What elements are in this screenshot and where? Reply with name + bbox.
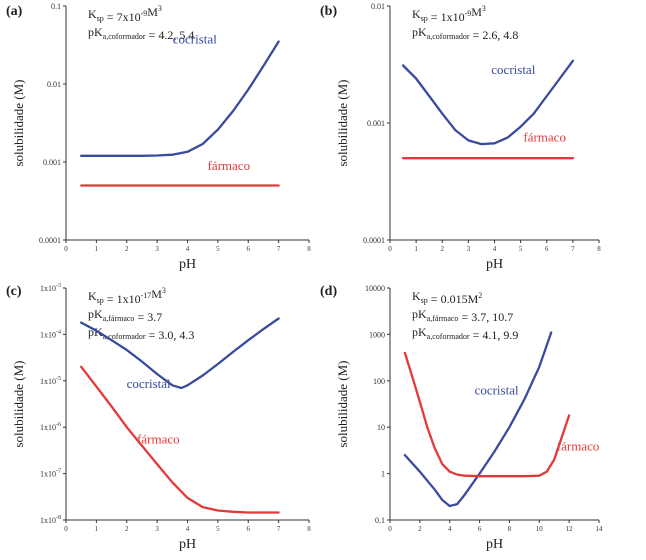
x-tick-label: 1 (95, 245, 99, 253)
y-tick-label: 0.0001 (363, 236, 385, 245)
series-line-farmaco (403, 351, 571, 478)
y-tick-label: 1x10-7 (40, 469, 61, 479)
x-axis-title: pH (179, 537, 196, 552)
y-axis-title: solubilidade (M) (11, 360, 26, 447)
x-tick-label: 6 (247, 245, 251, 253)
series-line-cocristal (80, 40, 280, 157)
annotation-line: Ksp = 1x10-9M3 (412, 4, 486, 24)
panel-c: (c) 0 1 2 3 4 5 6 7 8 1x10-8 1x10-7 1x10-6 1x10-5 1x10… (6, 283, 311, 552)
x-tick-label: 4 (186, 525, 190, 533)
x-tick-label: 8 (508, 525, 512, 533)
x-tick-label: 8 (307, 245, 311, 253)
series-label-farmaco: fármaco (208, 158, 251, 173)
series-label-farmaco: fármaco (523, 130, 566, 145)
x-tick-label: 6 (478, 525, 482, 533)
series-line-cocristal (403, 331, 553, 508)
x-tick-label: 0 (388, 245, 392, 253)
y-tick-label: 0.01 (371, 2, 385, 11)
series-label-farmaco: fármaco (137, 431, 180, 446)
x-tick-label: 7 (571, 245, 575, 253)
panel-label-a: (a) (6, 4, 23, 19)
x-tick-label: 7 (277, 245, 281, 253)
y-tick-label: 0.001 (367, 119, 385, 128)
x-tick-label: 2 (125, 245, 129, 253)
y-tick-label: 1x10-3 (40, 283, 61, 293)
panel-d: (d) 0 2 4 6 8 10 12 14 0.1 1 10 100 1000 10000 pH solubi… (320, 284, 603, 552)
y-axis-title: solubilidade (M) (335, 79, 350, 166)
annotation-line: pKa,coformador = 2.6, 4.8 (412, 25, 518, 42)
y-tick-label: 100 (373, 377, 385, 386)
x-tick-label: 3 (155, 245, 159, 253)
y-tick-label: 0.01 (47, 80, 61, 89)
x-tick-label: 2 (125, 525, 129, 533)
x-tick-label: 14 (596, 525, 604, 533)
annotation-line: pKa,coformador = 4.1, 9.9 (412, 325, 518, 342)
x-tick-label: 4 (448, 525, 452, 533)
y-tick-label: 1x10-5 (40, 376, 61, 386)
x-axis-title: pH (486, 537, 503, 552)
x-tick-label: 8 (307, 525, 311, 533)
y-tick-label: 1000 (369, 330, 385, 339)
annotation-line: pKa,fármaco = 3.7 (88, 307, 162, 324)
series-label-farmaco: fármaco (557, 438, 600, 453)
annotation-line: pKa,coformador = 3.0, 4.3 (88, 325, 194, 342)
x-tick-label: 2 (418, 525, 422, 533)
y-tick-label: 0.1 (51, 2, 61, 11)
series-line-cocristal (401, 59, 575, 146)
x-tick-label: 3 (467, 245, 471, 253)
x-tick-label: 3 (155, 525, 159, 533)
x-tick-label: 4 (186, 245, 190, 253)
annotation-line: Ksp = 1x10-17M3 (88, 286, 166, 306)
y-tick-label: 0.001 (43, 158, 61, 167)
y-tick-label: 1x10-4 (40, 329, 61, 339)
panel-label-c: (c) (6, 284, 22, 299)
x-tick-label: 5 (216, 245, 220, 253)
y-tick-label: 1x10-8 (40, 515, 61, 525)
series-label-cocristal: cocristal (173, 31, 217, 46)
annotation-line: Ksp = 0.015M2 (412, 289, 482, 306)
series-label-cocristal: cocristal (475, 383, 519, 398)
x-tick-label: 10 (536, 525, 544, 533)
x-tick-label: 6 (247, 525, 251, 533)
x-tick-label: 4 (493, 245, 497, 253)
y-axis-title: solubilidade (M) (335, 360, 350, 447)
y-tick-label: 1 (381, 470, 385, 479)
series-label-cocristal: cocristal (127, 376, 171, 391)
x-tick-label: 1 (95, 525, 99, 533)
annotation-line: Ksp = 7x10-9M3 (88, 4, 162, 24)
x-tick-label: 8 (597, 245, 601, 253)
x-tick-label: 0 (64, 245, 68, 253)
x-tick-label: 2 (441, 245, 445, 253)
y-tick-label: 0.1 (375, 516, 385, 525)
x-tick-label: 6 (545, 245, 549, 253)
series-line-cocristal (80, 317, 280, 390)
x-axis-title: pH (486, 257, 503, 272)
x-tick-label: 12 (566, 525, 574, 533)
y-axis-title: solubilidade (M) (11, 79, 26, 166)
x-tick-label: 5 (216, 525, 220, 533)
x-tick-label: 7 (277, 525, 281, 533)
panel-b: (b) 0 1 2 3 4 5 6 7 8 0.0001 0.001 0.01 pH solubilidad… (320, 2, 601, 272)
y-tick-label: 1x10-6 (40, 422, 61, 432)
x-tick-label: 0 (64, 525, 68, 533)
x-axis-title: pH (179, 257, 196, 272)
annotation-line: pKa,fármaco = 3.7, 10.7 (412, 307, 513, 324)
panel-label-b: (b) (320, 4, 337, 19)
x-tick-label: 5 (519, 245, 523, 253)
y-tick-label: 10000 (365, 284, 385, 293)
y-tick-label: 10 (377, 423, 385, 432)
series-label-cocristal: cocristal (491, 62, 535, 77)
x-tick-label: 1 (414, 245, 418, 253)
panel-label-d: (d) (320, 284, 337, 299)
y-tick-label: 0.0001 (39, 236, 61, 245)
panel-a: (a) 0 1 2 3 4 5 6 7 8 0.0001 0.001 0.01 0.1 pH solubili… (6, 2, 311, 272)
annotation-line: pKa,coformador = 4.2, 5.4 (88, 25, 194, 42)
series-line-farmaco (80, 365, 280, 514)
x-tick-label: 0 (388, 525, 392, 533)
